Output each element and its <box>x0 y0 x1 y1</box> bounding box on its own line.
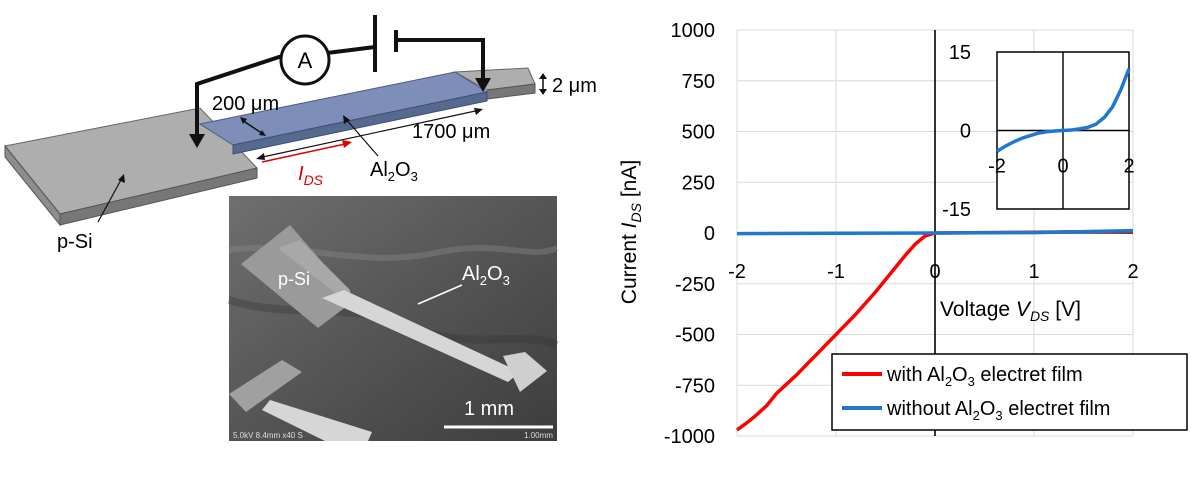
wire-arrow-right <box>475 78 491 92</box>
inset-x-tick-label: 2 <box>1123 156 1134 178</box>
y-tick-label: 750 <box>682 71 715 93</box>
y-tick-label: -750 <box>675 375 715 397</box>
y-tick-label: -500 <box>675 325 715 347</box>
inset-y-tick-label: 0 <box>960 121 971 143</box>
al2o3-pointer-head <box>343 115 350 124</box>
sem-image: p-Si Al2O3 1 mm 5.0kV 8.4mm x40 S 1.00mm <box>227 196 559 441</box>
psi-pointer-head <box>118 174 125 183</box>
inset-chart: 15 0 -15 -2 0 2 <box>942 42 1134 221</box>
sem-al2o3-pointer <box>417 284 463 305</box>
device-schematic: A 2 μm 200 μm 1700 μm IDS Al2O3 p-Si <box>4 15 597 441</box>
y-tick-label: 250 <box>682 172 715 194</box>
width-arrow <box>240 117 266 136</box>
sem-psi-label: p-Si <box>278 269 310 289</box>
iv-chart: 1000 750 500 250 0 -250 -500 -750 -1000 -2 -1 0 1 2 C… <box>618 20 1188 448</box>
sem-scale-label: 1 mm <box>464 398 514 420</box>
x-tick-label: 1 <box>1028 261 1039 283</box>
x-axis-title: Voltage VDS [V] <box>940 298 1081 324</box>
current-label: IDS <box>298 163 324 188</box>
legend: with Al2O3 electret film without Al2O3 e… <box>831 353 1188 431</box>
y-axis-title: Current IDS [nA] <box>618 160 644 304</box>
series <box>735 228 1134 432</box>
length-label: 1700 μm <box>412 121 490 143</box>
legend-entry-with: with Al2O3 electret film <box>886 364 1083 389</box>
x-tick-label: -2 <box>728 261 746 283</box>
x-tick-label: -1 <box>827 261 845 283</box>
ammeter-label: A <box>298 48 313 73</box>
x-tick-label: 2 <box>1127 261 1138 283</box>
inset-series-without-electret <box>996 68 1131 153</box>
wire-arrow-left <box>189 134 205 148</box>
thickness-annotation: 2 μm <box>539 73 597 97</box>
y-tick-label: 0 <box>704 223 715 245</box>
series-without-electret <box>736 228 1134 236</box>
legend-entry-without: without Al2O3 electret film <box>886 398 1110 423</box>
psi-pointer <box>97 177 123 223</box>
al2o3-label: Al2O3 <box>370 159 418 184</box>
y-tick-label: -250 <box>675 274 715 296</box>
width-label: 200 μm <box>212 93 279 115</box>
ammeter: A <box>279 34 331 86</box>
sem-al2o3-label: Al2O3 <box>462 263 510 288</box>
inset-x-tick-label: -2 <box>988 156 1006 178</box>
al2o3-pointer <box>344 117 379 157</box>
sem-info-scale: 1.00mm <box>524 431 553 440</box>
inset-y-tick-label: -15 <box>942 199 971 221</box>
substrate-label: p-Si <box>57 231 93 253</box>
inset-y-tick-label: 15 <box>949 42 971 64</box>
current-arrow <box>261 140 352 163</box>
x-tick-label: 0 <box>929 261 940 283</box>
y-tick-label: -1000 <box>664 426 715 448</box>
thickness-label: 2 μm <box>552 75 597 97</box>
y-tick-label: 500 <box>682 122 715 144</box>
tick-labels: 1000 750 500 250 0 -250 -500 -750 -1000 -2 -1 0 1 2 <box>664 20 1139 448</box>
inset-x-tick-label: 0 <box>1057 156 1068 178</box>
al2o3-channel <box>198 71 489 155</box>
y-tick-label: 1000 <box>671 20 716 42</box>
length-arrow <box>256 108 483 160</box>
sem-info-text: 5.0kV 8.4mm x40 S <box>233 431 303 440</box>
psi-pad-right <box>453 67 536 100</box>
circuit-wires <box>195 15 485 140</box>
